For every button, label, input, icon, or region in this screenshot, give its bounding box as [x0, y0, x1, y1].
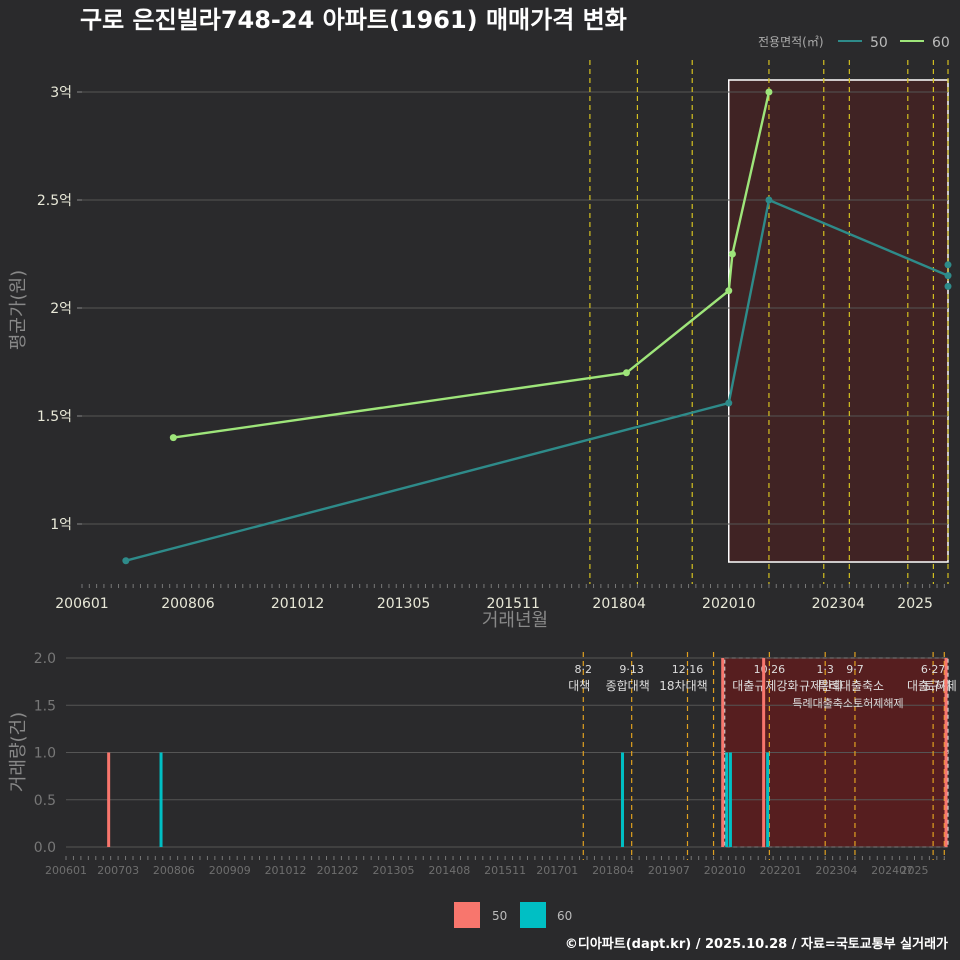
event-name-label: 규제완화 — [799, 679, 843, 693]
x-axis-title: 거래년월 — [482, 610, 548, 631]
x-tick-label: 201511 — [486, 596, 539, 612]
volume-x-tick-label: 201408 — [428, 864, 470, 877]
volume-bar-60 — [159, 752, 163, 847]
data-point-60 — [169, 434, 177, 442]
volume-x-tick-label: 202407 — [871, 864, 913, 877]
x-tick-label: 201305 — [377, 596, 430, 612]
data-point-60 — [725, 287, 733, 295]
x-tick-label: 201804 — [592, 596, 646, 612]
chart-title: 구로 은진빌라748-24 아파트(1961) 매매가격 변화 — [80, 6, 627, 34]
legend: 전용면적(㎡) 50 60 — [758, 35, 950, 51]
highlight-box — [728, 79, 949, 563]
event-name-label: 대책 — [568, 678, 590, 693]
volume-bar-50 — [721, 658, 725, 847]
volume-bar-60 — [621, 752, 625, 847]
event-name-label: 18차대책 — [659, 678, 707, 693]
data-point-60 — [622, 369, 630, 377]
volume-y-tick-label: 0.0 — [34, 840, 56, 856]
volume-y-tick-label: 0.5 — [34, 793, 56, 809]
event-name-label: 종합대책 — [606, 678, 650, 693]
y-tick-label: 2억 — [50, 301, 72, 317]
volume-x-tick-label: 200806 — [153, 864, 195, 877]
event-name-label: 대출규제 — [907, 679, 951, 693]
legend-label-50: 50 — [870, 35, 888, 51]
volume-bar-50 — [762, 658, 766, 847]
event-date-label: 1·3 — [816, 663, 834, 676]
bottom-legend-label-50: 50 — [492, 909, 507, 923]
event-date-label: 6·27 — [921, 663, 946, 676]
volume-x-tick-label: 201804 — [592, 864, 634, 877]
volume-bar-60 — [766, 752, 770, 847]
footer-credit: ©디아파트(dapt.kr) / 2025.10.28 / 자료=국토교통부 실… — [565, 936, 948, 952]
price-line-chart: 1억 1.5억 2억 2.5억 3억 200601 200806 201012 201305 20… — [8, 60, 952, 631]
event-sub-label: 특례대출축소토허제해제 — [792, 696, 903, 710]
y-tick-label: 2.5억 — [37, 193, 72, 209]
legend-title: 전용면적(㎡) — [758, 35, 824, 49]
bottom-legend-label-60: 60 — [557, 909, 572, 923]
data-point-50 — [765, 196, 773, 204]
bottom-legend-swatch-60 — [520, 902, 546, 928]
x-tick-label: 200601 — [55, 596, 108, 612]
data-point-50 — [725, 399, 733, 407]
event-name-label: 토허제 — [924, 679, 957, 693]
event-name-label: 대출규제강화 — [732, 679, 798, 693]
volume-x-tick-label: 200601 — [45, 864, 87, 877]
x-tick-label: 202304 — [812, 596, 866, 612]
bottom-legend: 50 60 — [454, 902, 572, 928]
bottom-legend-swatch-50 — [454, 902, 480, 928]
volume-bar-50 — [944, 658, 948, 847]
x-tick-label: 2025 — [897, 596, 933, 612]
volume-x-tick-label: 201701 — [536, 864, 578, 877]
series-line-50 — [125, 198, 949, 562]
y-tick-label: 3억 — [50, 85, 72, 101]
volume-x-tick-label: 202201 — [760, 864, 802, 877]
event-date-label: 9·7 — [846, 663, 864, 676]
volume-y-tick-label: 1.0 — [34, 746, 56, 762]
event-date-label: 8·2 — [575, 663, 593, 676]
volume-x-tick-label: 201511 — [484, 864, 526, 877]
volume-x-tick-label: 201012 — [265, 864, 307, 877]
event-name-label: 특례대출축소 — [818, 679, 884, 693]
volume-bar-60 — [725, 752, 729, 847]
volume-y-tick-label: 1.5 — [34, 698, 56, 714]
volume-x-tick-label: 202010 — [704, 864, 746, 877]
data-point-60 — [765, 88, 773, 96]
event-date-label: 9·13 — [619, 663, 644, 676]
volume-y-tick-label: 2.0 — [34, 651, 56, 667]
y-tick-label: 1억 — [50, 517, 72, 533]
y-axis-title: 평균가(원) — [8, 270, 29, 350]
data-point-50 — [944, 272, 952, 280]
volume-x-tick-label: 200703 — [97, 864, 139, 877]
volume-x-tick-label: 201907 — [648, 864, 690, 877]
volume-bar-50 — [107, 752, 111, 847]
series-line-60 — [173, 91, 771, 439]
volume-x-tick-label: 200909 — [209, 864, 251, 877]
volume-bar-60 — [728, 752, 732, 847]
volume-bar-chart: 0.0 0.5 1.0 1.5 2.0 거래량(건) 8·2 대책 9·13 종합대책 12·16 1… — [8, 651, 957, 877]
data-point-60 — [728, 250, 736, 258]
y-tick-label: 1.5억 — [37, 409, 72, 425]
volume-x-tick-label: 202304 — [815, 864, 857, 877]
x-tick-label: 202010 — [702, 596, 755, 612]
event-date-label: 10·26 — [754, 663, 786, 676]
volume-y-axis-title: 거래량(건) — [8, 712, 29, 792]
legend-label-60: 60 — [932, 35, 950, 51]
x-tick-label: 200806 — [161, 596, 215, 612]
data-point-50 — [122, 557, 130, 565]
data-point-50 — [944, 282, 952, 290]
volume-x-tick-label: 201305 — [372, 864, 414, 877]
x-tick-label: 201012 — [271, 596, 324, 612]
volume-x-tick-label: 2025 — [901, 864, 929, 877]
event-date-label: 12·16 — [672, 663, 704, 676]
volume-x-tick-label: 201202 — [317, 864, 359, 877]
data-point-50 — [944, 261, 952, 269]
